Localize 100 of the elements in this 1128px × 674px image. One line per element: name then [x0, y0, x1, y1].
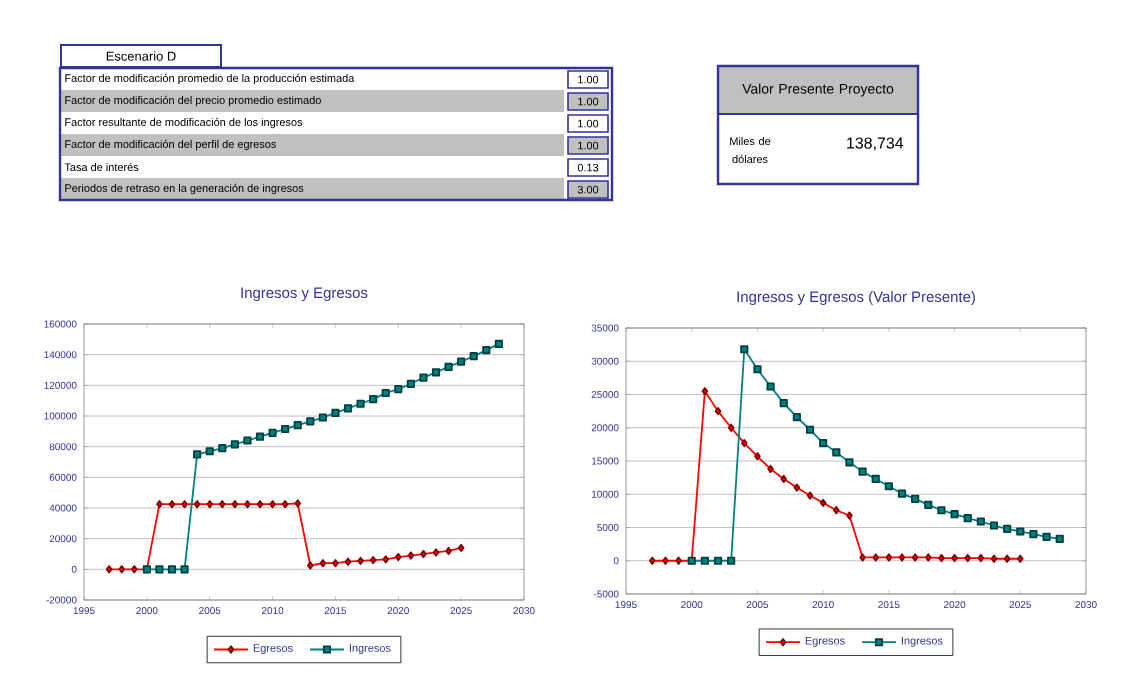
point [406, 379, 415, 388]
point [832, 448, 841, 457]
point [675, 556, 682, 565]
point [806, 491, 814, 500]
point [394, 385, 403, 394]
point [218, 444, 227, 453]
point [963, 514, 972, 523]
point [494, 339, 503, 349]
point [457, 357, 466, 366]
point [382, 555, 390, 564]
point [319, 559, 327, 568]
point [420, 549, 427, 559]
point [269, 500, 276, 509]
point [872, 553, 880, 562]
point [792, 413, 801, 422]
point [779, 399, 788, 408]
point [793, 483, 801, 492]
point [766, 382, 775, 391]
point [1055, 534, 1064, 543]
point [1016, 527, 1025, 536]
point [407, 551, 415, 560]
point [727, 556, 736, 565]
point [950, 510, 959, 519]
point [713, 556, 723, 565]
point [701, 387, 709, 396]
point [168, 500, 176, 509]
point [457, 543, 465, 552]
point [445, 546, 452, 556]
point [938, 554, 945, 563]
point [897, 489, 907, 498]
point [118, 565, 126, 574]
point [845, 458, 854, 467]
point [753, 365, 762, 374]
point [1042, 532, 1051, 541]
point [268, 428, 277, 437]
point [331, 408, 340, 418]
point [925, 553, 932, 562]
point [156, 500, 163, 509]
point [307, 561, 314, 570]
point [1003, 524, 1012, 533]
point [306, 417, 315, 426]
point [846, 511, 853, 520]
point [230, 440, 239, 449]
point [662, 556, 669, 565]
point [859, 553, 866, 562]
point [1017, 554, 1024, 563]
point [193, 500, 201, 509]
point [332, 559, 339, 568]
point [318, 413, 327, 422]
point [990, 554, 998, 563]
point [243, 436, 252, 445]
point [976, 517, 985, 526]
point [231, 500, 239, 509]
point [741, 438, 748, 448]
point [193, 450, 202, 459]
point [256, 500, 264, 509]
point [131, 565, 138, 574]
point [155, 565, 164, 574]
point [911, 494, 920, 503]
point [898, 553, 906, 562]
point [344, 557, 352, 566]
point [885, 553, 893, 562]
point [819, 498, 827, 507]
point [482, 345, 491, 355]
point [819, 438, 828, 448]
point [469, 352, 478, 361]
point [951, 554, 958, 563]
point [714, 407, 722, 416]
point [444, 362, 453, 372]
point [858, 467, 867, 476]
point [727, 423, 735, 432]
point [780, 474, 788, 484]
point [381, 388, 390, 398]
point [805, 425, 815, 434]
point [740, 345, 749, 354]
point [357, 556, 364, 565]
point [206, 500, 214, 509]
point [356, 399, 365, 408]
point [244, 500, 251, 509]
point [871, 474, 880, 484]
point [419, 373, 428, 382]
point [105, 565, 113, 574]
point [369, 556, 377, 565]
point [432, 548, 440, 557]
point [649, 556, 656, 565]
point [255, 432, 265, 441]
point [977, 554, 985, 563]
point [937, 506, 946, 515]
point [833, 506, 840, 515]
point [294, 499, 302, 508]
point [219, 500, 226, 509]
point [884, 482, 893, 491]
point [395, 552, 402, 562]
point [281, 500, 289, 509]
point [205, 447, 214, 456]
point [924, 500, 933, 509]
point [180, 565, 189, 574]
point [369, 395, 378, 404]
point [989, 521, 999, 530]
point [1029, 530, 1038, 539]
